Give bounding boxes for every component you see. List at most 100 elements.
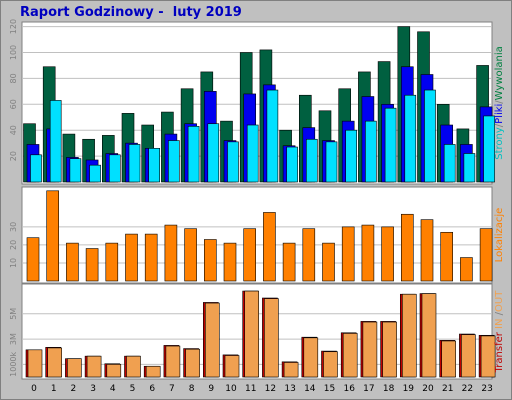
transfer-out-bar (362, 321, 378, 378)
pages-bar (246, 124, 259, 183)
transfer-out-bar (382, 321, 397, 378)
x-tick-label: 8 (189, 384, 195, 394)
hits-panel-ylabel-part: Strony (494, 127, 505, 160)
sites-bar (105, 242, 119, 282)
transfer-out-bar (441, 340, 457, 378)
hits-panel-tick-label: 120 (9, 19, 18, 34)
x-tick-label: 13 (284, 384, 295, 394)
x-tick-label: 17 (363, 384, 374, 394)
sites-bar (144, 233, 158, 282)
sites-bar (460, 257, 473, 282)
sites-panel-background (21, 186, 493, 284)
sites-bar (164, 224, 178, 282)
transfer-out-bar (401, 293, 417, 378)
sites-bar (85, 248, 99, 282)
pages-bar (227, 141, 239, 183)
transfer-out-bar (224, 355, 240, 378)
transfer-panel-tick-label: 1000k (9, 352, 18, 377)
x-tick-label: 18 (383, 384, 395, 394)
x-tick-label: 20 (422, 384, 434, 394)
hits-panel-tick-label: 80 (9, 73, 18, 83)
transfer-out-bar (145, 365, 161, 378)
hits-panel-ylabel-part: Wywolania (494, 46, 505, 100)
sites-bar (440, 231, 454, 282)
pages-bar (128, 144, 141, 183)
sites-bar (322, 242, 335, 282)
hits-panel-tick-label: 60 (9, 99, 18, 109)
sites-bar (46, 190, 60, 282)
transfer-out-bar (27, 349, 43, 378)
pages-bar (424, 89, 436, 183)
sites-bar (243, 228, 256, 282)
pages-bar (89, 164, 101, 183)
x-tick-label: 16 (343, 384, 355, 394)
transfer-out-bar (264, 298, 279, 378)
hits-panel-tick-label: 20 (9, 151, 18, 161)
pages-bar (325, 141, 338, 183)
x-tick-label: 12 (265, 384, 276, 394)
pages-bar (345, 129, 358, 183)
x-tick-label: 4 (110, 384, 116, 394)
pages-bar (266, 89, 279, 183)
pages-bar (207, 123, 220, 183)
transfer-out-bar (185, 348, 200, 378)
pages-bar (384, 107, 397, 183)
sites-bar (184, 228, 197, 282)
transfer-out-bar (67, 358, 82, 378)
transfer-out-bar (283, 362, 299, 378)
sites-bar (204, 239, 217, 282)
sites-bar (420, 219, 434, 282)
sites-bar (341, 226, 355, 282)
transfer-out-bar (244, 290, 259, 378)
sites-panel-ylabel: Lokalizacje (494, 208, 505, 263)
sites-bar (381, 226, 394, 282)
hits-panel-tick-label: 40 (9, 125, 18, 135)
pages-bar (463, 153, 476, 183)
transfer-panel-tick-label: 3M (9, 333, 18, 345)
x-tick-label: 7 (169, 384, 175, 394)
transfer-out-bar (106, 364, 122, 378)
x-tick-label: 15 (324, 384, 335, 394)
x-tick-label: 0 (31, 384, 37, 394)
pages-bar (365, 120, 377, 183)
pages-bar (109, 154, 121, 183)
transfer-out-bar (303, 337, 319, 378)
x-tick-label: 3 (90, 384, 96, 394)
transfer-panel-ylabel: Transfer IN /OUT (494, 290, 505, 374)
x-tick-label: 22 (462, 384, 473, 394)
x-tick-label: 1 (51, 384, 57, 394)
transfer-out-bar (205, 302, 220, 378)
transfer-panel-ylabel-part: OUT (494, 290, 505, 312)
x-tick-label: 6 (149, 384, 155, 394)
transfer-out-bar (323, 351, 338, 378)
x-tick-label: 2 (71, 384, 77, 394)
hits-panel-tick-label: 100 (9, 45, 18, 60)
transfer-panel-ylabel-part: Transfer (494, 331, 505, 373)
pages-bar (30, 154, 42, 183)
sites-panel-tick-label: 20 (9, 240, 18, 250)
pages-bar (305, 138, 318, 183)
transfer-panel-tick-label: 5M (9, 308, 18, 320)
sites-panel-tick-label: 10 (9, 258, 18, 268)
pages-bar (483, 115, 495, 183)
transfer-out-bar (480, 335, 496, 378)
transfer-out-bar (165, 345, 181, 378)
pages-bar (49, 100, 62, 183)
x-tick-label: 19 (403, 384, 415, 394)
pages-bar (187, 126, 200, 183)
transfer-out-bar (421, 293, 437, 378)
pages-bar (404, 94, 417, 183)
pages-bar (69, 158, 82, 183)
transfer-out-bar (461, 334, 476, 378)
transfer-panel-ylabel-part: IN (494, 315, 505, 332)
pages-bar (168, 140, 180, 183)
transfer-panel-ylabel-part: / (494, 311, 505, 315)
sites-bar (282, 242, 296, 282)
hits-panel-ylabel-part: Pliki (494, 104, 505, 124)
sites-bar (400, 213, 414, 282)
hits-panel-ylabel-part: / (494, 123, 505, 127)
x-tick-label: 5 (130, 384, 136, 394)
pages-bar (148, 148, 160, 183)
hits-panel-ylabel-part: / (494, 100, 505, 104)
